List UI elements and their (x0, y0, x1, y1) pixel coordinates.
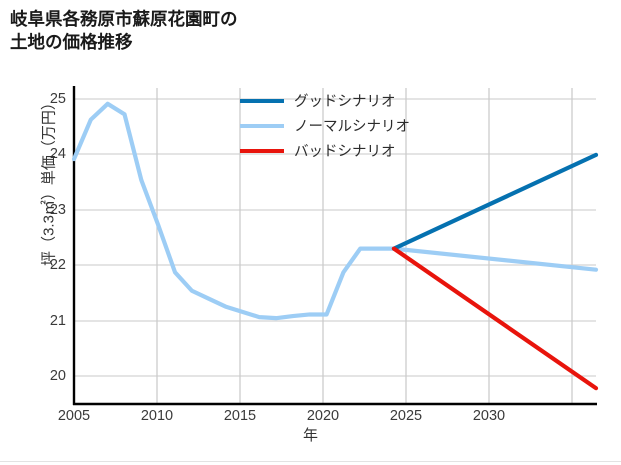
legend-item-good: グッドシナリオ (240, 88, 410, 113)
y-axis-label: 坪（3.3㎡）単価（万円） (40, 95, 58, 266)
y-tick-label: 21 (49, 313, 66, 329)
legend-swatch-normal (240, 123, 284, 128)
legend-label-bad: バッドシナリオ (294, 144, 396, 160)
bottom-divider (0, 461, 621, 462)
legend-label-good: グッドシナリオ (294, 94, 396, 110)
series-normal-scenario (71, 101, 599, 321)
x-tick-label: 2020 (306, 408, 340, 424)
axis-spines (72, 86, 597, 406)
legend-item-normal: ノーマルシナリオ (240, 113, 410, 138)
y-tick-label: 23 (49, 202, 66, 218)
x-tick-label: 2005 (57, 408, 91, 424)
y-tick-label: 24 (49, 146, 66, 162)
y-tick-label: 22 (49, 257, 66, 273)
y-tick-label: 20 (49, 368, 66, 384)
y-tick-label: 25 (49, 91, 66, 107)
x-tick-label: 2030 (472, 408, 506, 424)
x-tick-label: 2015 (223, 408, 257, 424)
page-title: 岐阜県各務原市蘇原花園町の 土地の価格推移 (10, 9, 238, 53)
x-tick-label: 2025 (389, 408, 423, 424)
series-bad-scenario (391, 246, 599, 391)
series-good-scenario (391, 152, 599, 251)
legend-swatch-bad (240, 148, 284, 153)
legend-label-normal: ノーマルシナリオ (294, 119, 410, 135)
x-tick-label: 2010 (140, 408, 174, 424)
x-axis-label: 年 (302, 427, 318, 444)
chart-legend: グッドシナリオ ノーマルシナリオ バッドシナリオ (240, 88, 410, 163)
legend-item-bad: バッドシナリオ (240, 138, 410, 163)
legend-swatch-good (240, 98, 284, 103)
